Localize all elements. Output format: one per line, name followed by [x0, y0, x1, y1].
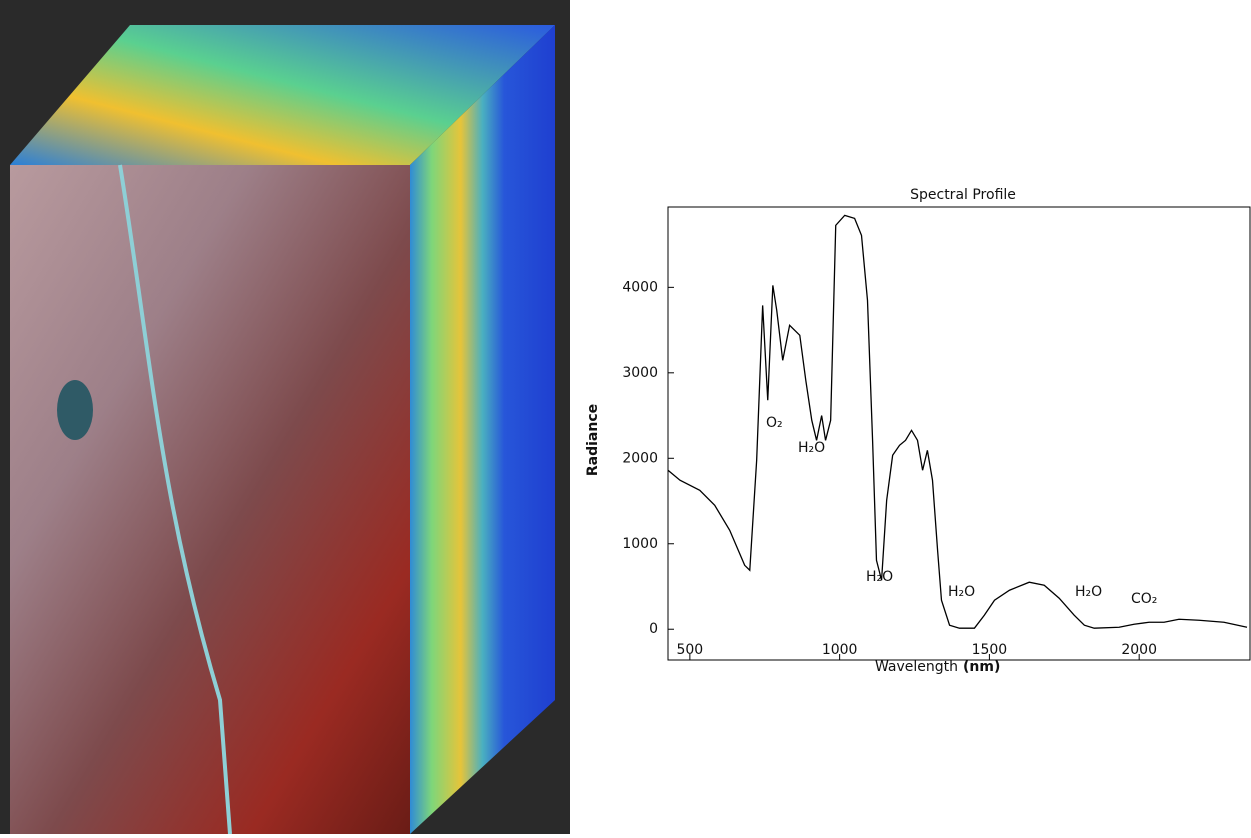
- y-axis-label: Radiance: [585, 404, 601, 476]
- y-tick-label: 0: [649, 621, 658, 637]
- x-tick-label: 2000: [1121, 642, 1157, 658]
- figure: Spectral Profile Radiance Wavelength (nm…: [0, 0, 1251, 834]
- cube-front: [10, 165, 410, 834]
- x-axis-label: Wavelength: [875, 659, 958, 675]
- cube-side: [410, 25, 555, 834]
- chart-title: Spectral Profile: [910, 187, 1016, 203]
- y-tick-label: 2000: [622, 450, 658, 466]
- x-tick-label: 500: [676, 642, 703, 658]
- x-tick-label: 1500: [972, 642, 1008, 658]
- x-tick-label: 1000: [822, 642, 858, 658]
- annotation: CO₂: [1131, 591, 1157, 607]
- y-tick-label: 4000: [622, 279, 658, 295]
- y-tick-label: 3000: [622, 365, 658, 381]
- y-tick-label: 1000: [622, 536, 658, 552]
- annotation: H₂O: [1075, 584, 1102, 600]
- annotation: O₂: [766, 415, 783, 431]
- lake: [57, 380, 93, 440]
- page: Spectral Profile Radiance Wavelength (nm…: [0, 0, 1251, 834]
- x-axis-unit: (nm): [963, 659, 1000, 675]
- annotation: H₂O: [798, 440, 825, 456]
- spectrum-line: [668, 215, 1247, 628]
- annotation: H₂O: [948, 584, 975, 600]
